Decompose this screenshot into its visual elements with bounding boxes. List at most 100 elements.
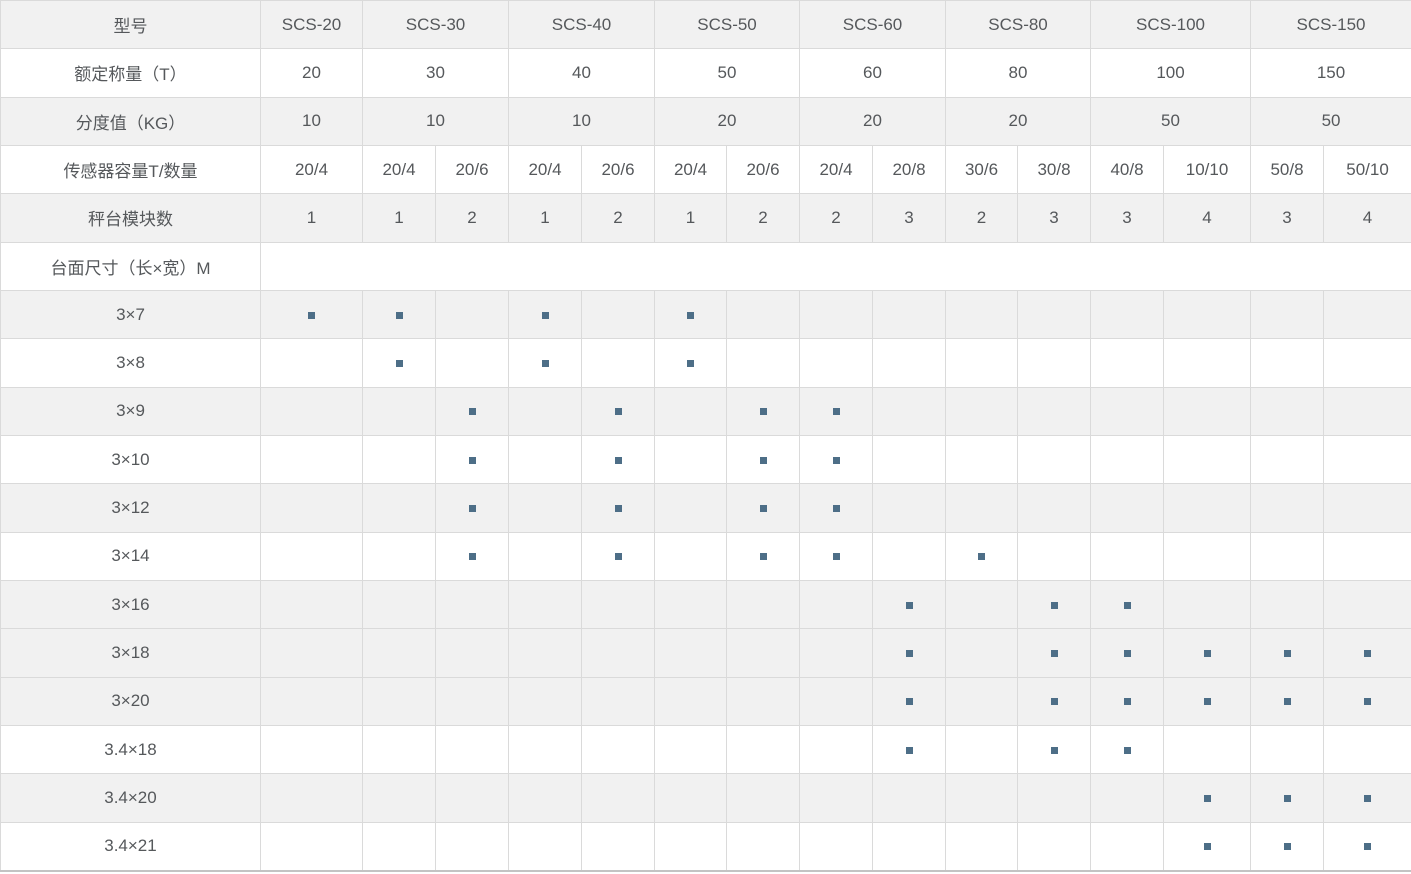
availability-marker-icon [978,553,985,561]
availability-cell-empty [260,386,363,436]
availability-cell-marked [799,434,873,485]
availability-marker-icon [1050,601,1058,609]
availability-cell-empty [1162,386,1252,436]
availability-cell-empty [1250,531,1325,581]
module-cell: 1 [508,193,582,243]
model-cell: SCS-150 [1250,0,1411,50]
availability-cell-empty [726,724,800,775]
availability-cell-empty [1162,579,1252,630]
module-cell: 3 [1090,193,1164,243]
division-cell: 50 [1089,96,1252,146]
capacity-cell: 100 [1089,48,1252,98]
availability-cell-marked [1323,773,1411,823]
availability-cell-empty [1017,434,1091,485]
availability-cell-empty [1323,531,1411,581]
availability-cell-empty [654,579,727,630]
sensor-cell: 30/6 [945,144,1018,195]
availability-cell-empty [726,289,800,340]
availability-marker-icon [832,504,840,512]
sensor-cell: 20/4 [508,144,582,195]
availability-cell-marked [799,483,873,533]
availability-cell-marked [1017,579,1091,630]
availability-marker-icon [614,456,622,464]
availability-cell-empty [508,579,582,630]
availability-cell-empty [945,676,1018,726]
availability-marker-icon [905,698,913,706]
availability-cell-empty [1090,773,1164,823]
model-cell: SCS-80 [945,0,1091,50]
availability-cell-marked [1162,773,1252,823]
availability-marker-icon [1050,649,1058,657]
availability-cell-empty [362,676,436,726]
model-cell: SCS-40 [508,0,655,50]
availability-marker-icon [614,504,622,512]
availability-cell-empty [1250,338,1325,388]
sensor-cell: 20/6 [581,144,655,195]
module-cell: 2 [799,193,873,243]
availability-cell-marked [654,338,727,388]
availability-marker-icon [395,359,403,367]
availability-cell-empty [872,773,946,823]
availability-marker-icon [1203,698,1211,706]
availability-marker-icon [1203,843,1211,851]
module-cell: 2 [581,193,655,243]
availability-marker-icon [759,504,767,512]
dimension-label: 3×10 [0,434,261,485]
availability-cell-empty [1323,289,1411,340]
availability-cell-marked [581,434,655,485]
availability-marker-icon [1203,794,1211,802]
availability-cell-empty [945,773,1018,823]
availability-cell-empty [260,434,363,485]
availability-cell-empty [581,773,655,823]
availability-cell-empty [654,434,727,485]
division-cell: 10 [362,96,509,146]
availability-cell-empty [1017,821,1091,872]
dimension-row: 3×9 [0,386,1411,436]
availability-marker-icon [1050,746,1058,754]
availability-cell-empty [581,579,655,630]
module-cell: 3 [872,193,946,243]
dimension-row: 3×10 [0,434,1411,485]
platform-size-row: 台面尺寸（长×宽）M [0,241,1411,291]
availability-cell-empty [654,628,727,678]
availability-marker-icon [1364,794,1372,802]
module-cell: 1 [654,193,727,243]
availability-cell-empty [945,483,1018,533]
sensor-row: 传感器容量T/数量 20/4 20/4 20/6 20/4 20/6 20/4 … [0,144,1411,195]
dimension-row: 3×14 [0,531,1411,581]
availability-cell-empty [945,628,1018,678]
availability-cell-empty [1323,724,1411,775]
availability-cell-empty [260,676,363,726]
availability-cell-empty [872,289,946,340]
availability-marker-icon [614,553,622,561]
availability-marker-icon [1283,698,1291,706]
availability-marker-icon [687,311,694,319]
availability-cell-empty [799,773,873,823]
availability-cell-marked [1017,676,1091,726]
availability-cell-empty [799,821,873,872]
availability-cell-empty [581,628,655,678]
availability-cell-empty [654,821,727,872]
module-row: 秤台模块数 1 1 2 1 2 1 2 2 3 2 3 3 4 3 4 [0,193,1411,243]
dimension-row: 3×12 [0,483,1411,533]
model-row: 型号 SCS-20 SCS-30 SCS-40 SCS-50 SCS-60 SC… [0,0,1411,50]
availability-cell-marked [260,289,363,340]
dimension-label: 3.4×18 [0,724,261,775]
availability-cell-empty [1323,338,1411,388]
availability-cell-marked [581,531,655,581]
availability-marker-icon [832,456,840,464]
availability-cell-empty [1250,724,1325,775]
availability-cell-marked [726,531,800,581]
availability-cell-empty [1090,434,1164,485]
availability-cell-marked [508,289,582,340]
availability-cell-empty [726,821,800,872]
availability-cell-marked [581,386,655,436]
capacity-row: 额定称量（T） 20 30 40 50 60 80 100 150 [0,48,1411,98]
availability-cell-empty [435,338,509,388]
dimension-row: 3×18 [0,628,1411,678]
availability-cell-empty [435,289,509,340]
availability-cell-empty [1090,531,1164,581]
availability-cell-empty [726,773,800,823]
availability-cell-marked [508,338,582,388]
availability-cell-empty [799,724,873,775]
